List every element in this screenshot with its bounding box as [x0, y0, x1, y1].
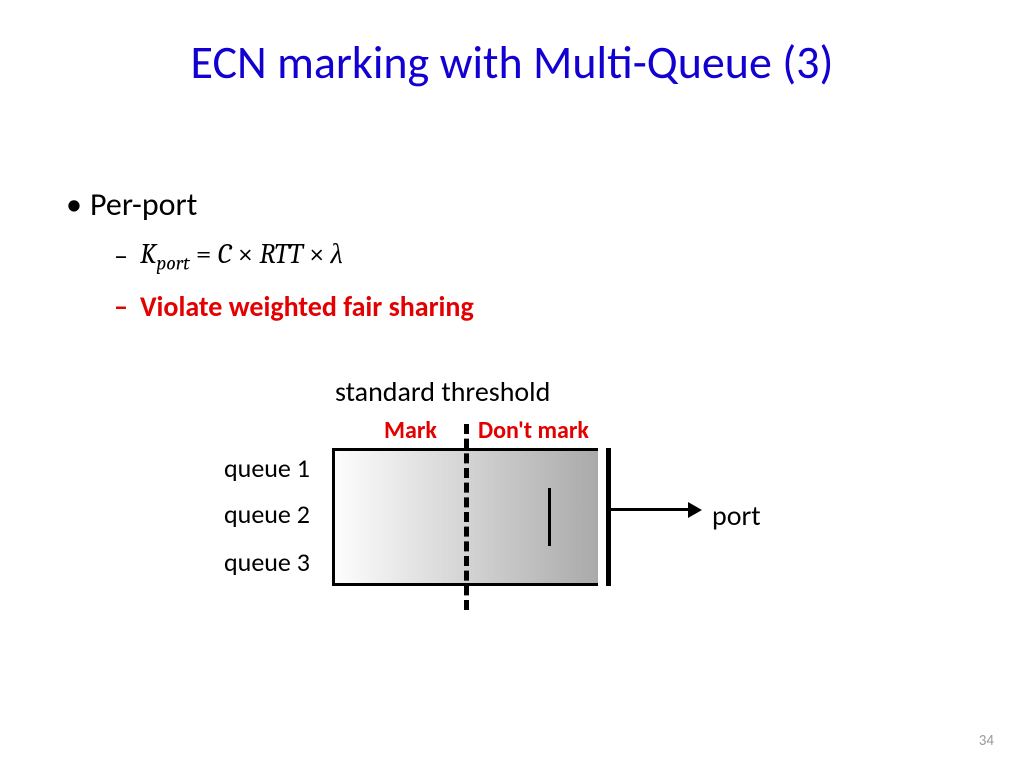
formula-lambda: λ: [331, 238, 343, 270]
standard-threshold-label: standard threshold: [335, 374, 550, 409]
mark-label: Mark: [384, 416, 437, 445]
queue-2-label: queue 2: [224, 498, 310, 530]
bullet-list: Per-port Kport = C × RTT × λ Violate wei…: [70, 185, 474, 324]
queue-1-label: queue 1: [224, 452, 310, 484]
bullet-violate: Violate weighted fair sharing: [140, 289, 474, 324]
formula-times-1: ×: [231, 238, 259, 270]
bullet-formula: Kport = C × RTT × λ: [140, 238, 474, 275]
port-arrow-icon: [610, 508, 698, 511]
formula-eq: =: [190, 238, 218, 270]
formula-c: C: [218, 238, 232, 270]
formula-rtt: RTT: [259, 238, 302, 270]
formula-k: K: [140, 238, 156, 270]
port-bar: [606, 448, 611, 586]
queue-3-label: queue 3: [224, 546, 310, 578]
formula-times-2: ×: [303, 238, 331, 270]
port-label: port: [712, 498, 761, 533]
slide-title: ECN marking with Multi-Queue (3): [0, 35, 1024, 91]
inner-solid-line: [548, 488, 551, 546]
page-number: 34: [979, 732, 994, 750]
threshold-dashed-line: [464, 424, 469, 610]
dont-mark-label: Don't mark: [478, 416, 589, 445]
bullet-per-port: Per-port: [90, 185, 474, 224]
formula-k-sub: port: [156, 252, 189, 275]
